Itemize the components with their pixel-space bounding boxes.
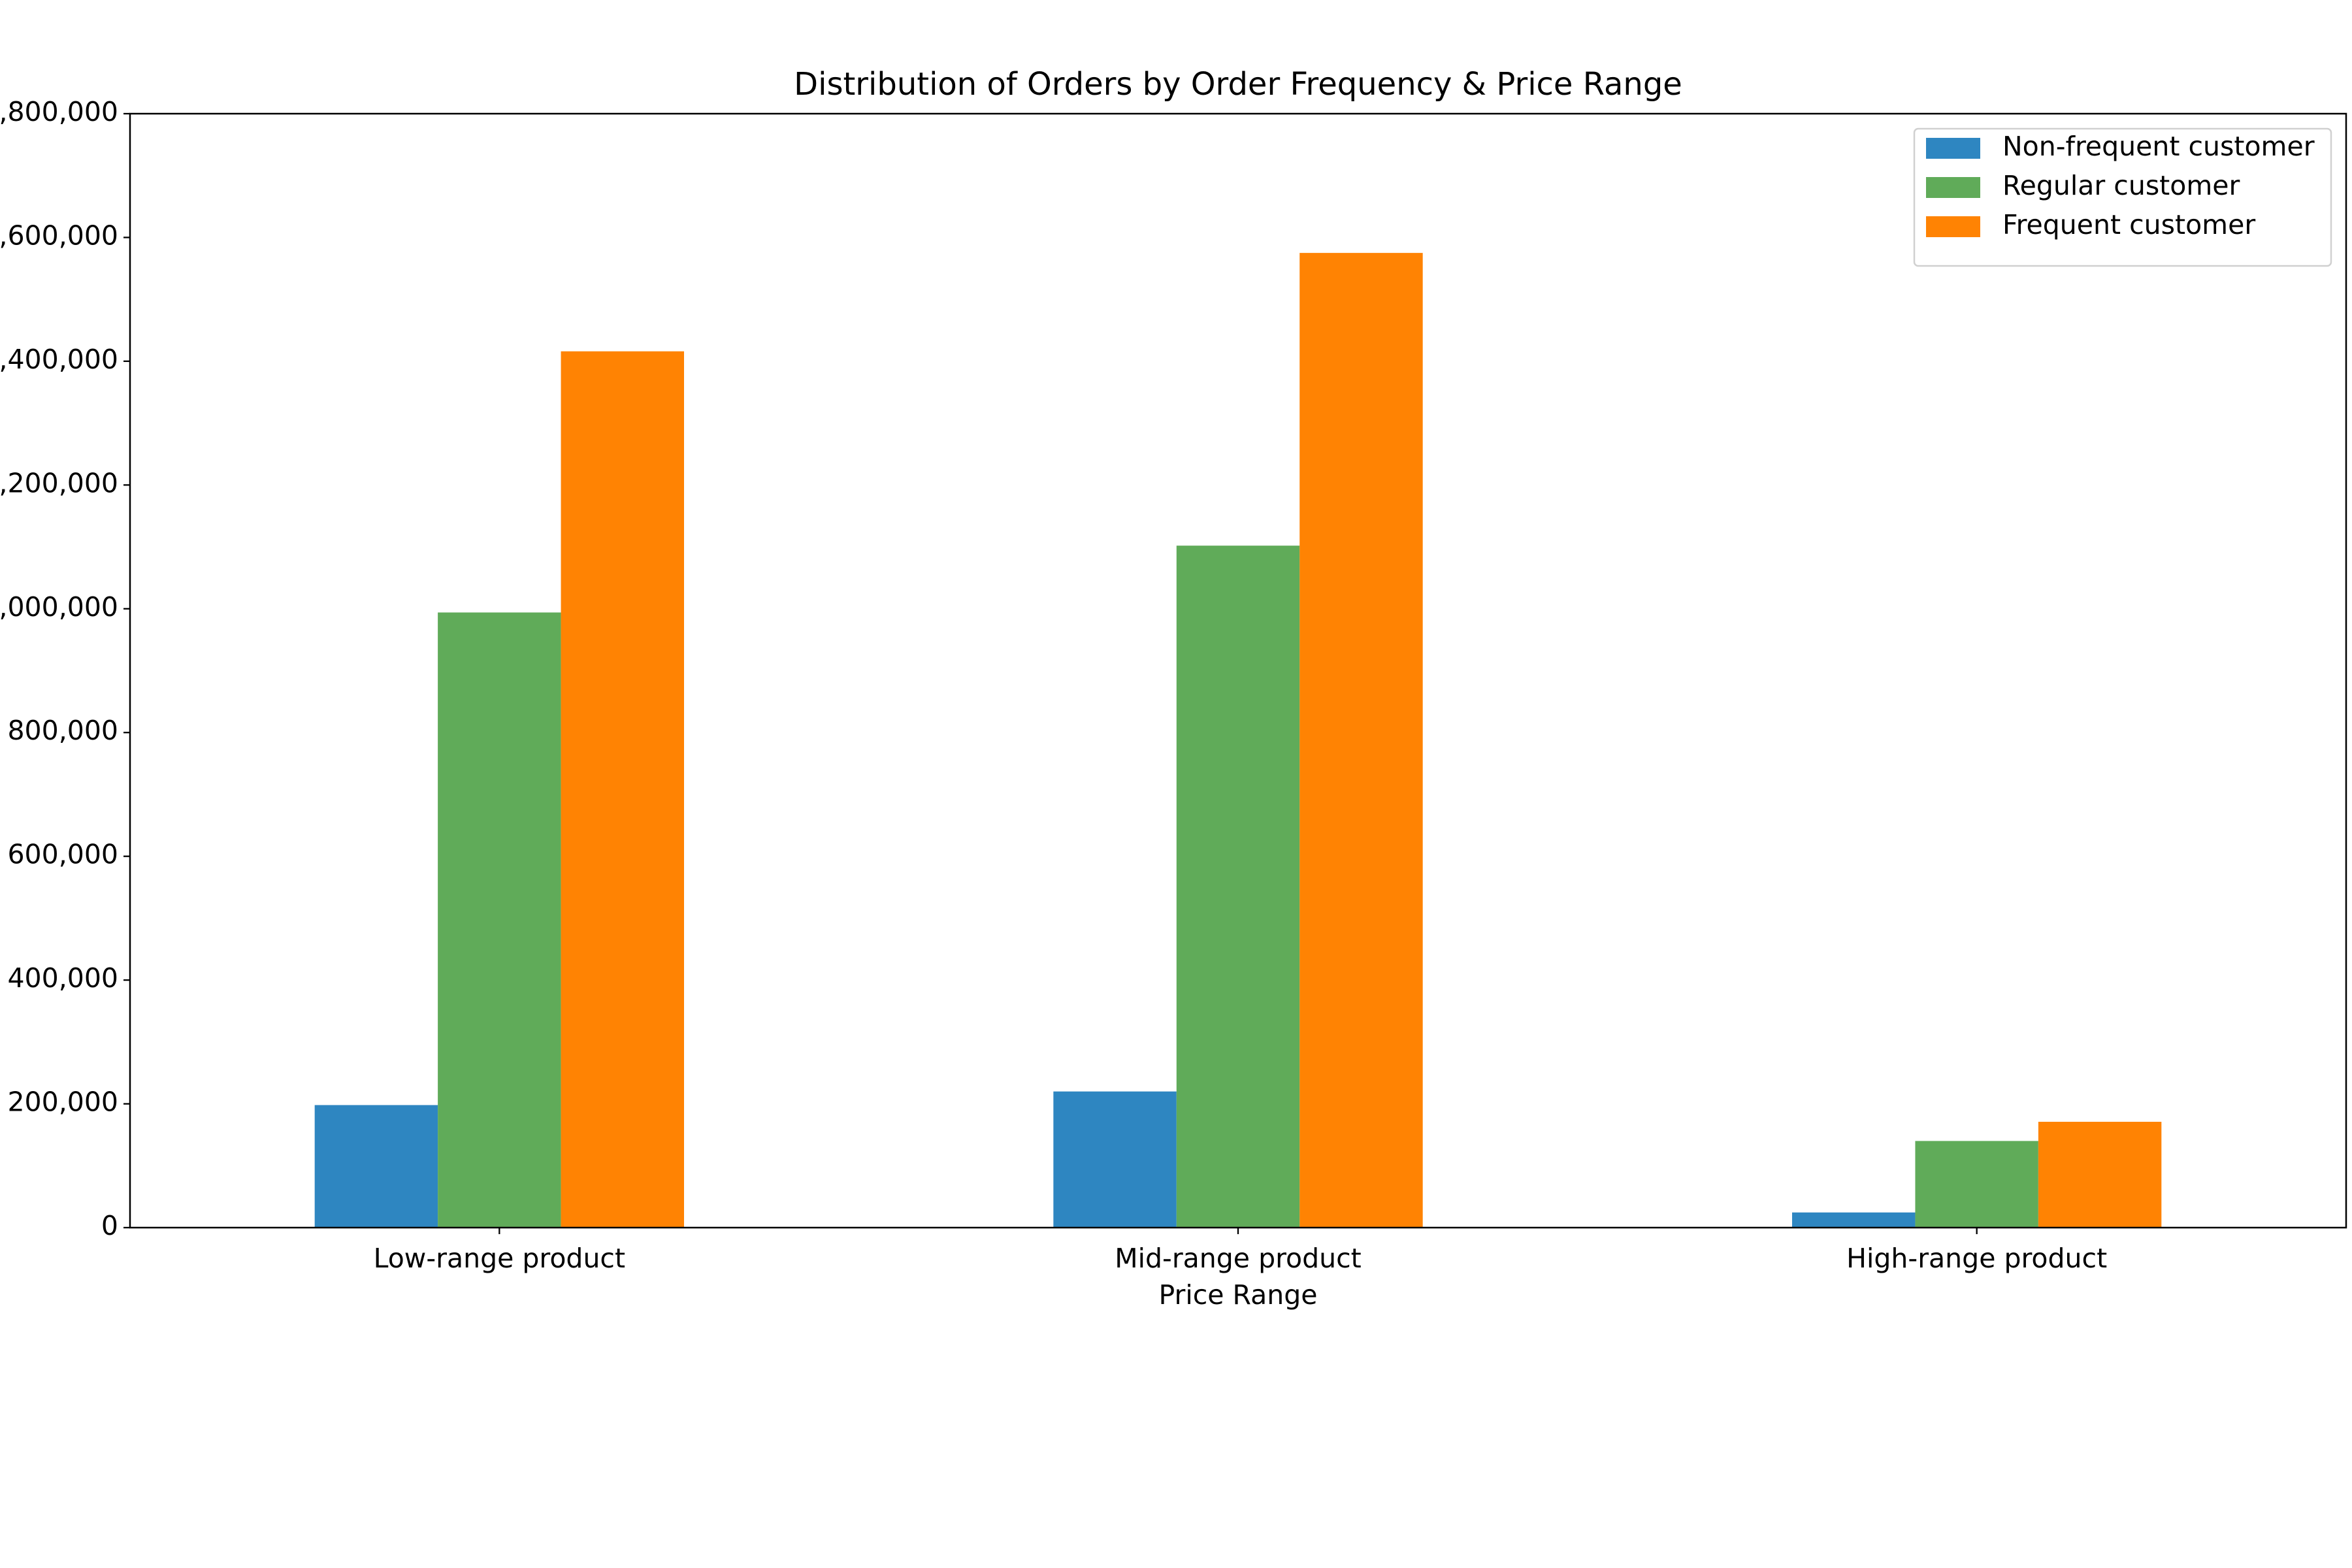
- y-tick-label: 200,000: [7, 1086, 118, 1118]
- bar: [438, 612, 561, 1228]
- y-tick-label: 800,000: [7, 715, 118, 746]
- y-tick-label: 1,600,000: [0, 220, 118, 251]
- legend-swatch: [1926, 216, 1980, 237]
- y-tick-label: 1,000,000: [0, 591, 118, 623]
- x-tick-label: Mid-range product: [1115, 1243, 1362, 1274]
- bar: [1915, 1141, 2038, 1228]
- bar: [1053, 1091, 1177, 1228]
- legend-swatch: [1926, 177, 1980, 198]
- y-tick-label: 1,400,000: [0, 344, 118, 375]
- x-tick-label: Low-range product: [374, 1243, 625, 1274]
- chart-title: Distribution of Orders by Order Frequenc…: [794, 66, 1682, 103]
- bar: [561, 351, 684, 1228]
- y-tick-label: 0: [101, 1210, 118, 1241]
- legend-frame: [1913, 127, 2332, 267]
- legend-label: Non-frequent customer: [2002, 131, 2315, 162]
- plot-frame: [129, 112, 2347, 1229]
- y-tick-label: 600,000: [7, 839, 118, 870]
- legend: Non-frequent customer Regular customer Fre…: [1913, 127, 2332, 267]
- bar: [314, 1105, 438, 1228]
- y-tick-label: 1,200,000: [0, 467, 118, 498]
- legend-label: Frequent customer: [2002, 209, 2255, 240]
- bar: [2038, 1122, 2162, 1228]
- y-tick-label: 1,800,000: [0, 96, 118, 127]
- y-tick-label: 400,000: [7, 962, 118, 994]
- legend-label: Regular customer: [2002, 170, 2240, 201]
- bar: [1299, 253, 1423, 1228]
- x-axis-label: Price Range: [1159, 1279, 1318, 1311]
- legend-swatch: [1926, 138, 1980, 159]
- bar: [1792, 1212, 1916, 1228]
- bar: [1176, 546, 1300, 1228]
- x-tick-label: High-range product: [1846, 1243, 2107, 1274]
